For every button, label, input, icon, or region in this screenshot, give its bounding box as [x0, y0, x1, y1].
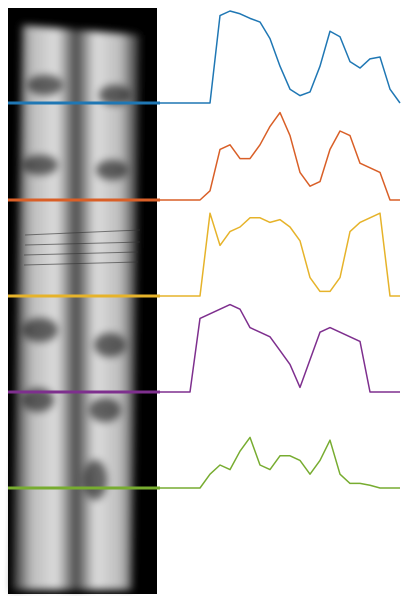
profile-line: [160, 11, 400, 103]
profile-line: [160, 437, 400, 488]
figure: [0, 0, 403, 596]
profile-line: [160, 113, 400, 200]
scan-image: [8, 8, 157, 594]
profile-line: [160, 213, 400, 296]
profile-line: [160, 305, 400, 392]
